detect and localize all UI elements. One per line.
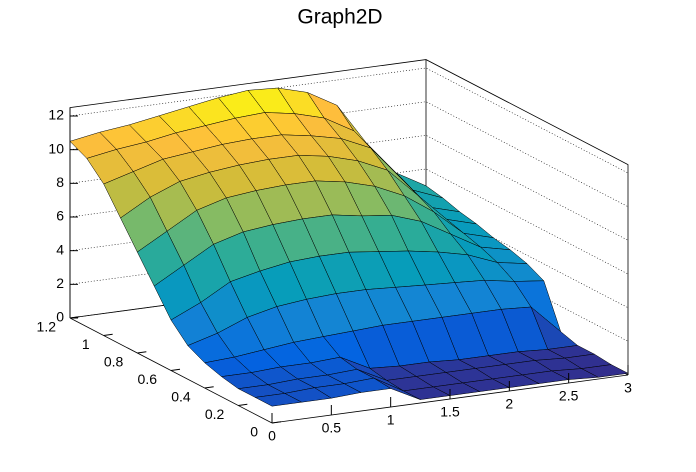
- z-tick-label: 6: [56, 208, 64, 224]
- grid-line: [69, 101, 629, 207]
- y-tick: [103, 333, 113, 336]
- x-tick-label: 2.5: [559, 388, 579, 404]
- x-tick-label: 1: [387, 412, 395, 428]
- x-tick-label: 2: [505, 396, 513, 412]
- y-tick: [204, 386, 214, 389]
- grid-line: [69, 168, 629, 275]
- chart-title: Graph2D: [297, 6, 382, 29]
- surface-cell: [254, 393, 302, 407]
- z-tick-label: 8: [56, 174, 64, 190]
- x-tick-label: 0.5: [322, 420, 342, 436]
- y-tick: [238, 403, 248, 406]
- x-tick-label: 3: [624, 380, 632, 396]
- y-tick-label: 0.4: [171, 389, 191, 405]
- z-tick-label: 4: [56, 241, 64, 257]
- y-tick: [271, 421, 282, 424]
- grid-line: [69, 235, 629, 342]
- grid-line: [69, 202, 629, 308]
- x-tick-label: 0: [268, 428, 276, 444]
- z-tick-label: 2: [56, 275, 64, 291]
- y-tick-label: 1.2: [37, 319, 57, 335]
- y-tick-label: 0.8: [104, 354, 124, 370]
- y-tick-label: 1: [82, 336, 90, 352]
- grid-line: [69, 134, 629, 241]
- y-tick-label: 0: [250, 424, 258, 440]
- z-tick-label: 10: [48, 140, 64, 156]
- y-tick: [69, 316, 80, 319]
- y-tick: [170, 368, 181, 371]
- y-tick: [137, 351, 147, 354]
- y-tick-label: 0.2: [205, 406, 225, 422]
- y-tick-label: 0.6: [138, 371, 158, 387]
- x-tick-label: 1.5: [440, 404, 460, 420]
- grid-line: [69, 67, 629, 174]
- z-tick-label: 0: [56, 309, 64, 325]
- z-tick-label: 12: [48, 107, 64, 123]
